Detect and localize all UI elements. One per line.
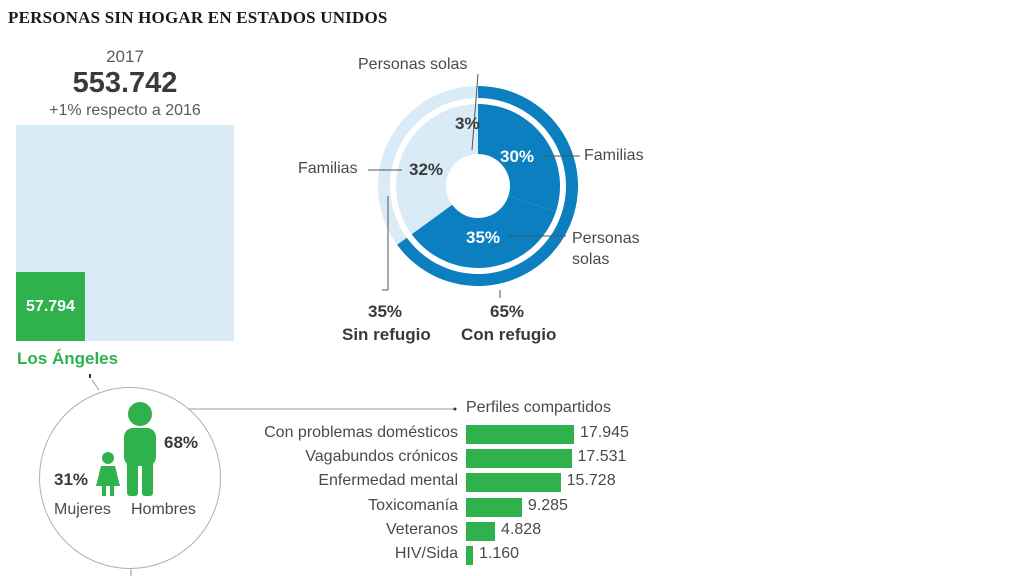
- bar-2: [466, 473, 561, 493]
- bar-label-3: Toxicomanía: [368, 496, 458, 514]
- bar-label-4: Veteranos: [385, 520, 458, 538]
- bar-5: [466, 546, 473, 565]
- bar-1: [466, 449, 572, 469]
- pct-con-refugio: 65%: [490, 302, 525, 321]
- bar-label-2: Enfermedad mental: [318, 472, 458, 490]
- total-value: 553.742: [72, 67, 178, 99]
- pct-personas-solas-con: 35%: [466, 228, 501, 247]
- profiles-connector-dot: [453, 407, 457, 411]
- label-personas-solas-sin-refugio: Personas solas: [358, 56, 468, 73]
- bar-label-1: Vagabundos crónicos: [305, 448, 458, 466]
- pct-familias-sin: 32%: [409, 160, 444, 179]
- pct-familias-con: 30%: [500, 147, 535, 166]
- label-familias-con-refugio: Familias: [584, 147, 644, 164]
- bar-0: [466, 425, 574, 444]
- inner-ring-segment-2: [396, 105, 473, 235]
- men-percent: 68%: [164, 433, 199, 452]
- label-sin-refugio: Sin refugio: [342, 325, 431, 344]
- label-con-refugio: Con refugio: [461, 325, 557, 344]
- chart-title: PERSONAS SIN HOGAR EN ESTADOS UNIDOS: [8, 8, 388, 27]
- bar-chart-title: Perfiles compartidos: [466, 399, 611, 416]
- label-familias-sin-refugio: Familias: [298, 160, 358, 177]
- label-personas-solas-con-refugio: Personas solas: [572, 230, 640, 268]
- pct-personas-solas-sin: 3%: [455, 114, 480, 133]
- inner-ring-segment-1: [411, 195, 556, 268]
- bar-value-1: 17.531: [577, 448, 627, 466]
- bar-label-5: HIV/Sida: [394, 545, 458, 562]
- bar-3: [466, 497, 522, 517]
- pct-sin-refugio: 35%: [368, 302, 403, 321]
- inner-ring-segment-0: [478, 104, 561, 212]
- los-angeles-box: 57.794: [16, 272, 85, 341]
- bar-value-5: 1.160: [478, 545, 520, 562]
- la-connector-line: [91, 379, 100, 391]
- bar-4: [466, 521, 496, 541]
- bar-label-0: Con problemas domésticos: [264, 424, 458, 441]
- man-icon: [124, 402, 156, 496]
- los-angeles-value: 57.794: [26, 297, 75, 315]
- bar-value-2: 15.728: [566, 472, 616, 490]
- women-label: Mujeres: [54, 501, 111, 518]
- change-label: +1% respecto a 2016: [49, 102, 201, 119]
- women-percent: 31%: [54, 470, 89, 489]
- bar-value-0: 17.945: [580, 424, 629, 441]
- year-label: 2017: [106, 47, 144, 66]
- men-label: Hombres: [131, 501, 196, 518]
- outer-ring-segment-1: [378, 86, 478, 245]
- los-angeles-label: Los Ángeles: [17, 349, 119, 368]
- bar-value-3: 9.285: [527, 496, 568, 514]
- leader-personas-solas-sin: [471, 73, 479, 151]
- bar-value-4: 4.828: [501, 520, 542, 538]
- woman-icon: [96, 452, 120, 496]
